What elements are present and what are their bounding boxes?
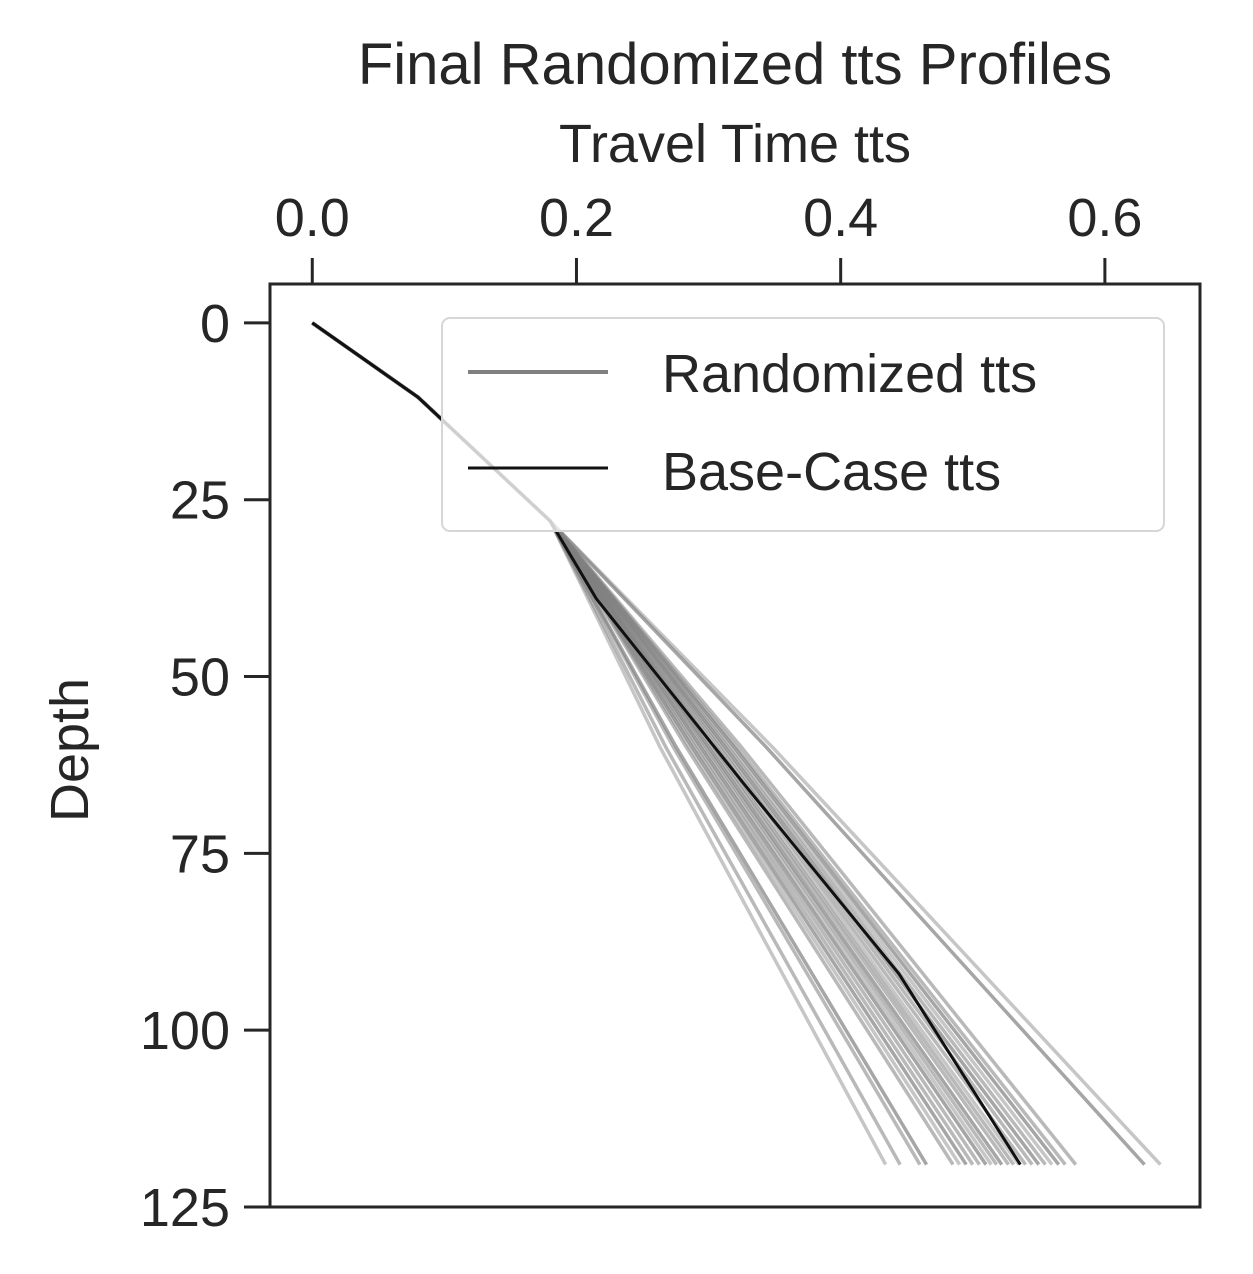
y-tick-label: 100	[140, 1001, 230, 1061]
base-case-line	[311, 321, 1022, 1166]
y-tick-label: 50	[170, 648, 230, 708]
x-axis-label: Travel Time tts	[559, 114, 911, 174]
y-tick-label: 75	[170, 824, 230, 884]
y-tick-label: 25	[170, 471, 230, 531]
y-tick-label: 125	[140, 1178, 230, 1238]
x-tick-label: 0.2	[539, 188, 614, 248]
x-tick-label: 0.0	[275, 188, 350, 248]
legend-box	[441, 317, 1165, 532]
y-axis-label: Depth	[40, 678, 100, 822]
chart-title: Final Randomized tts Profiles	[358, 32, 1112, 97]
x-tick-label: 0.4	[803, 188, 878, 248]
y-tick-label: 0	[200, 294, 230, 354]
x-tick-label: 0.6	[1067, 188, 1142, 248]
legend: Randomized tts Base-Case tts	[441, 317, 1165, 532]
ticks-layer: 0.0 0.2 0.4 0.6 0 25 50 75 100 125	[140, 188, 1143, 1238]
legend-label-base-case: Base-Case tts	[662, 442, 1001, 502]
plot-frame	[268, 282, 1202, 1209]
legend-label-randomized: Randomized tts	[662, 344, 1037, 404]
